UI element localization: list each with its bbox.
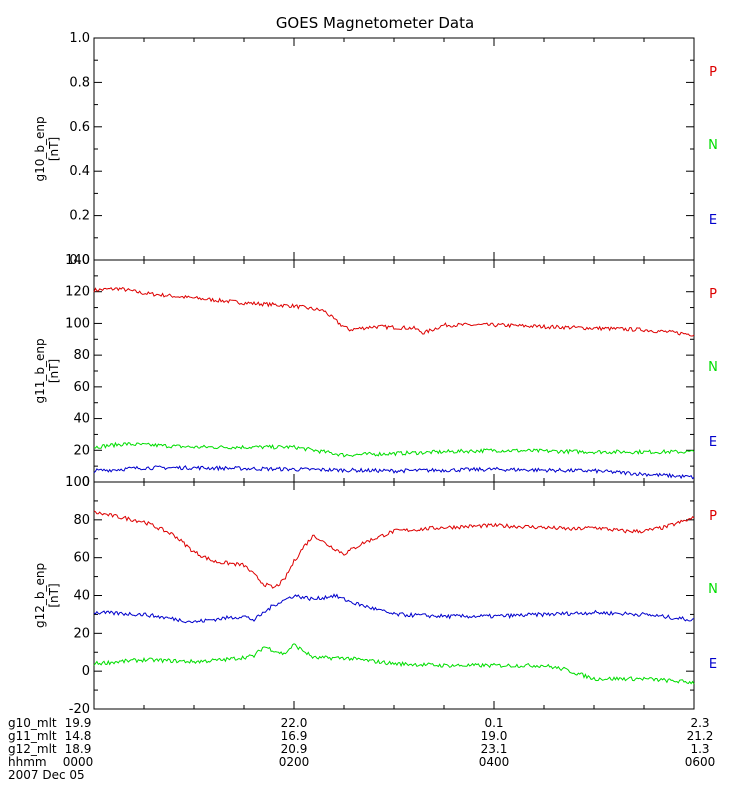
y-tick-label: 20 <box>73 626 90 641</box>
legend-N: N <box>708 138 718 153</box>
footer-value: 0400 <box>478 755 510 769</box>
y-tick-label: 40 <box>73 412 90 427</box>
y-tick-label: 100 <box>65 316 90 331</box>
y-tick-label: 0.0 <box>69 253 90 268</box>
y-tick-label: 40 <box>73 589 90 604</box>
y-axis-unit: [nT] <box>47 137 61 161</box>
y-tick-label: 0.8 <box>69 75 90 90</box>
footer-label: g11_mlt <box>8 729 57 743</box>
footer-value: 23.1 <box>480 742 508 756</box>
y-axis-unit: [nT] <box>47 359 61 383</box>
series-line-N <box>93 441 695 458</box>
y-axis-label: g10_b_enp <box>33 116 47 181</box>
footer-value: 20.9 <box>280 742 308 756</box>
series-line-P <box>93 510 695 589</box>
footer-value: 14.8 <box>64 729 92 743</box>
y-axis-label: g11_b_enp <box>33 338 47 403</box>
series-line-E <box>93 593 695 624</box>
y-axis-label: g12_b_enp <box>33 563 47 628</box>
y-tick-label: 0.2 <box>69 209 90 224</box>
y-axis-unit: [nT] <box>47 583 61 607</box>
footer-label: g10_mlt <box>8 716 57 730</box>
series-line-P <box>93 286 695 337</box>
y-tick-label: 60 <box>73 551 90 566</box>
series-line-N <box>93 643 695 685</box>
legend-E: E <box>709 435 717 450</box>
legend-E: E <box>709 657 717 672</box>
y-tick-label: 140 <box>65 253 90 268</box>
legend-N: N <box>708 360 718 375</box>
y-tick-label: 0 <box>82 664 90 679</box>
footer-value: 0200 <box>278 755 310 769</box>
legend-E: E <box>709 213 717 228</box>
footer-value: 18.9 <box>64 742 92 756</box>
y-tick-label: 120 <box>65 285 90 300</box>
y-tick-label: 20 <box>73 443 90 458</box>
y-tick-label: 0.6 <box>69 120 90 135</box>
y-tick-label: 100 <box>65 475 90 490</box>
legend-N: N <box>708 582 718 597</box>
footer-value: 16.9 <box>280 729 308 743</box>
y-tick-label: 1.0 <box>69 31 90 46</box>
footer-value: 22.0 <box>280 716 308 730</box>
series-line-E <box>93 465 695 480</box>
y-tick-label: 80 <box>73 348 90 363</box>
y-tick-label: 60 <box>73 380 90 395</box>
footer-value: 0.1 <box>484 716 504 730</box>
legend-P: P <box>709 287 717 302</box>
panel-frame <box>93 259 695 483</box>
footer-value: 19.9 <box>64 716 92 730</box>
footer-value: 19.0 <box>480 729 508 743</box>
legend-P: P <box>709 65 717 80</box>
date-label: 2007 Dec 05 <box>8 768 85 782</box>
y-tick-label: 0.4 <box>69 164 90 179</box>
y-tick-label: 80 <box>73 513 90 528</box>
footer-value: 1.3 <box>690 742 710 756</box>
y-tick-label: -20 <box>69 702 90 717</box>
chart-title: GOES Magnetometer Data <box>275 14 475 32</box>
panel-frame <box>93 481 695 710</box>
footer-label: hhmm <box>8 755 47 769</box>
footer-label: g12_mlt <box>8 742 57 756</box>
y-tick-label: 0 <box>82 475 90 490</box>
footer-value: 2.3 <box>690 716 710 730</box>
footer-value: 0000 <box>62 755 94 769</box>
legend-P: P <box>709 509 717 524</box>
panel-frame <box>93 37 695 261</box>
footer-value: 0600 <box>684 755 716 769</box>
footer-value: 21.2 <box>686 729 714 743</box>
